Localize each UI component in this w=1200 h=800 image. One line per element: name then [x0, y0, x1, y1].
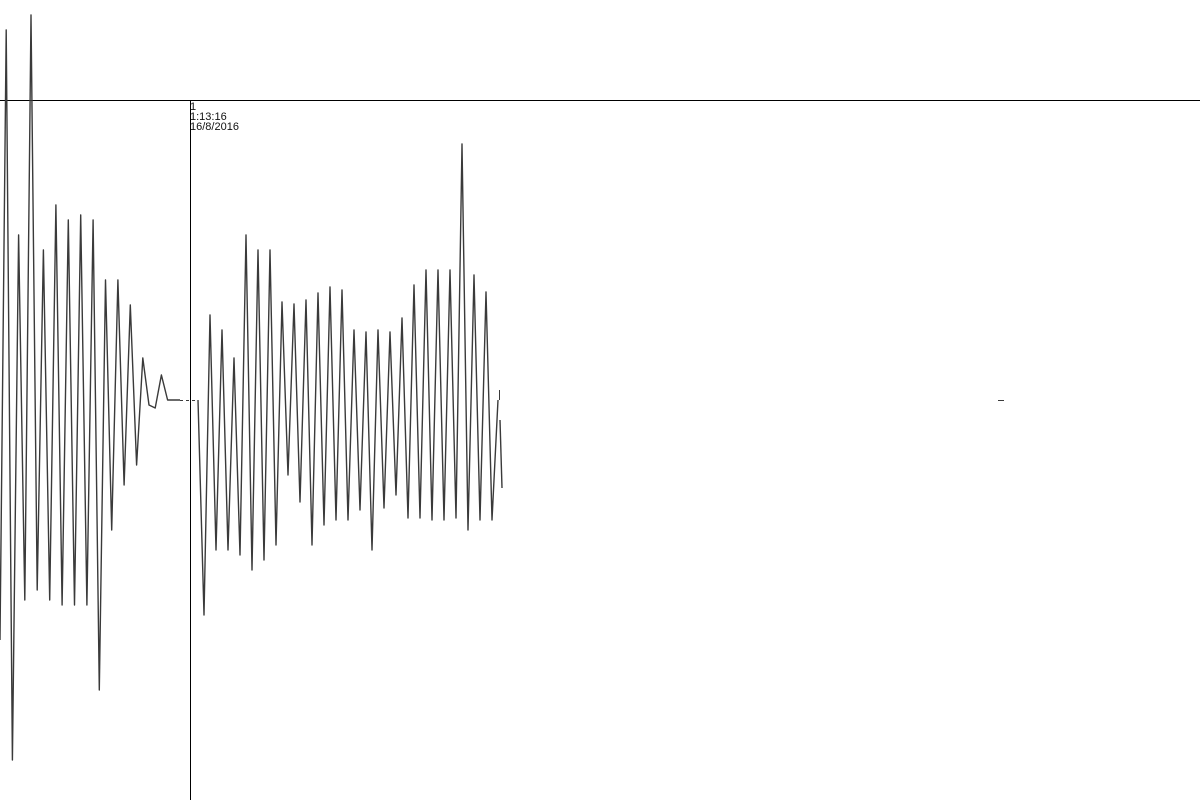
waveform-series-2	[197, 143, 499, 616]
trace-tail-end	[499, 419, 503, 489]
waveform-traces	[0, 14, 1004, 761]
marker-label: 1	[190, 101, 196, 113]
marker-time: 1:13:16	[190, 111, 227, 123]
waveform-series-1	[0, 14, 180, 761]
marker-date: 16/8/2016	[190, 121, 239, 133]
